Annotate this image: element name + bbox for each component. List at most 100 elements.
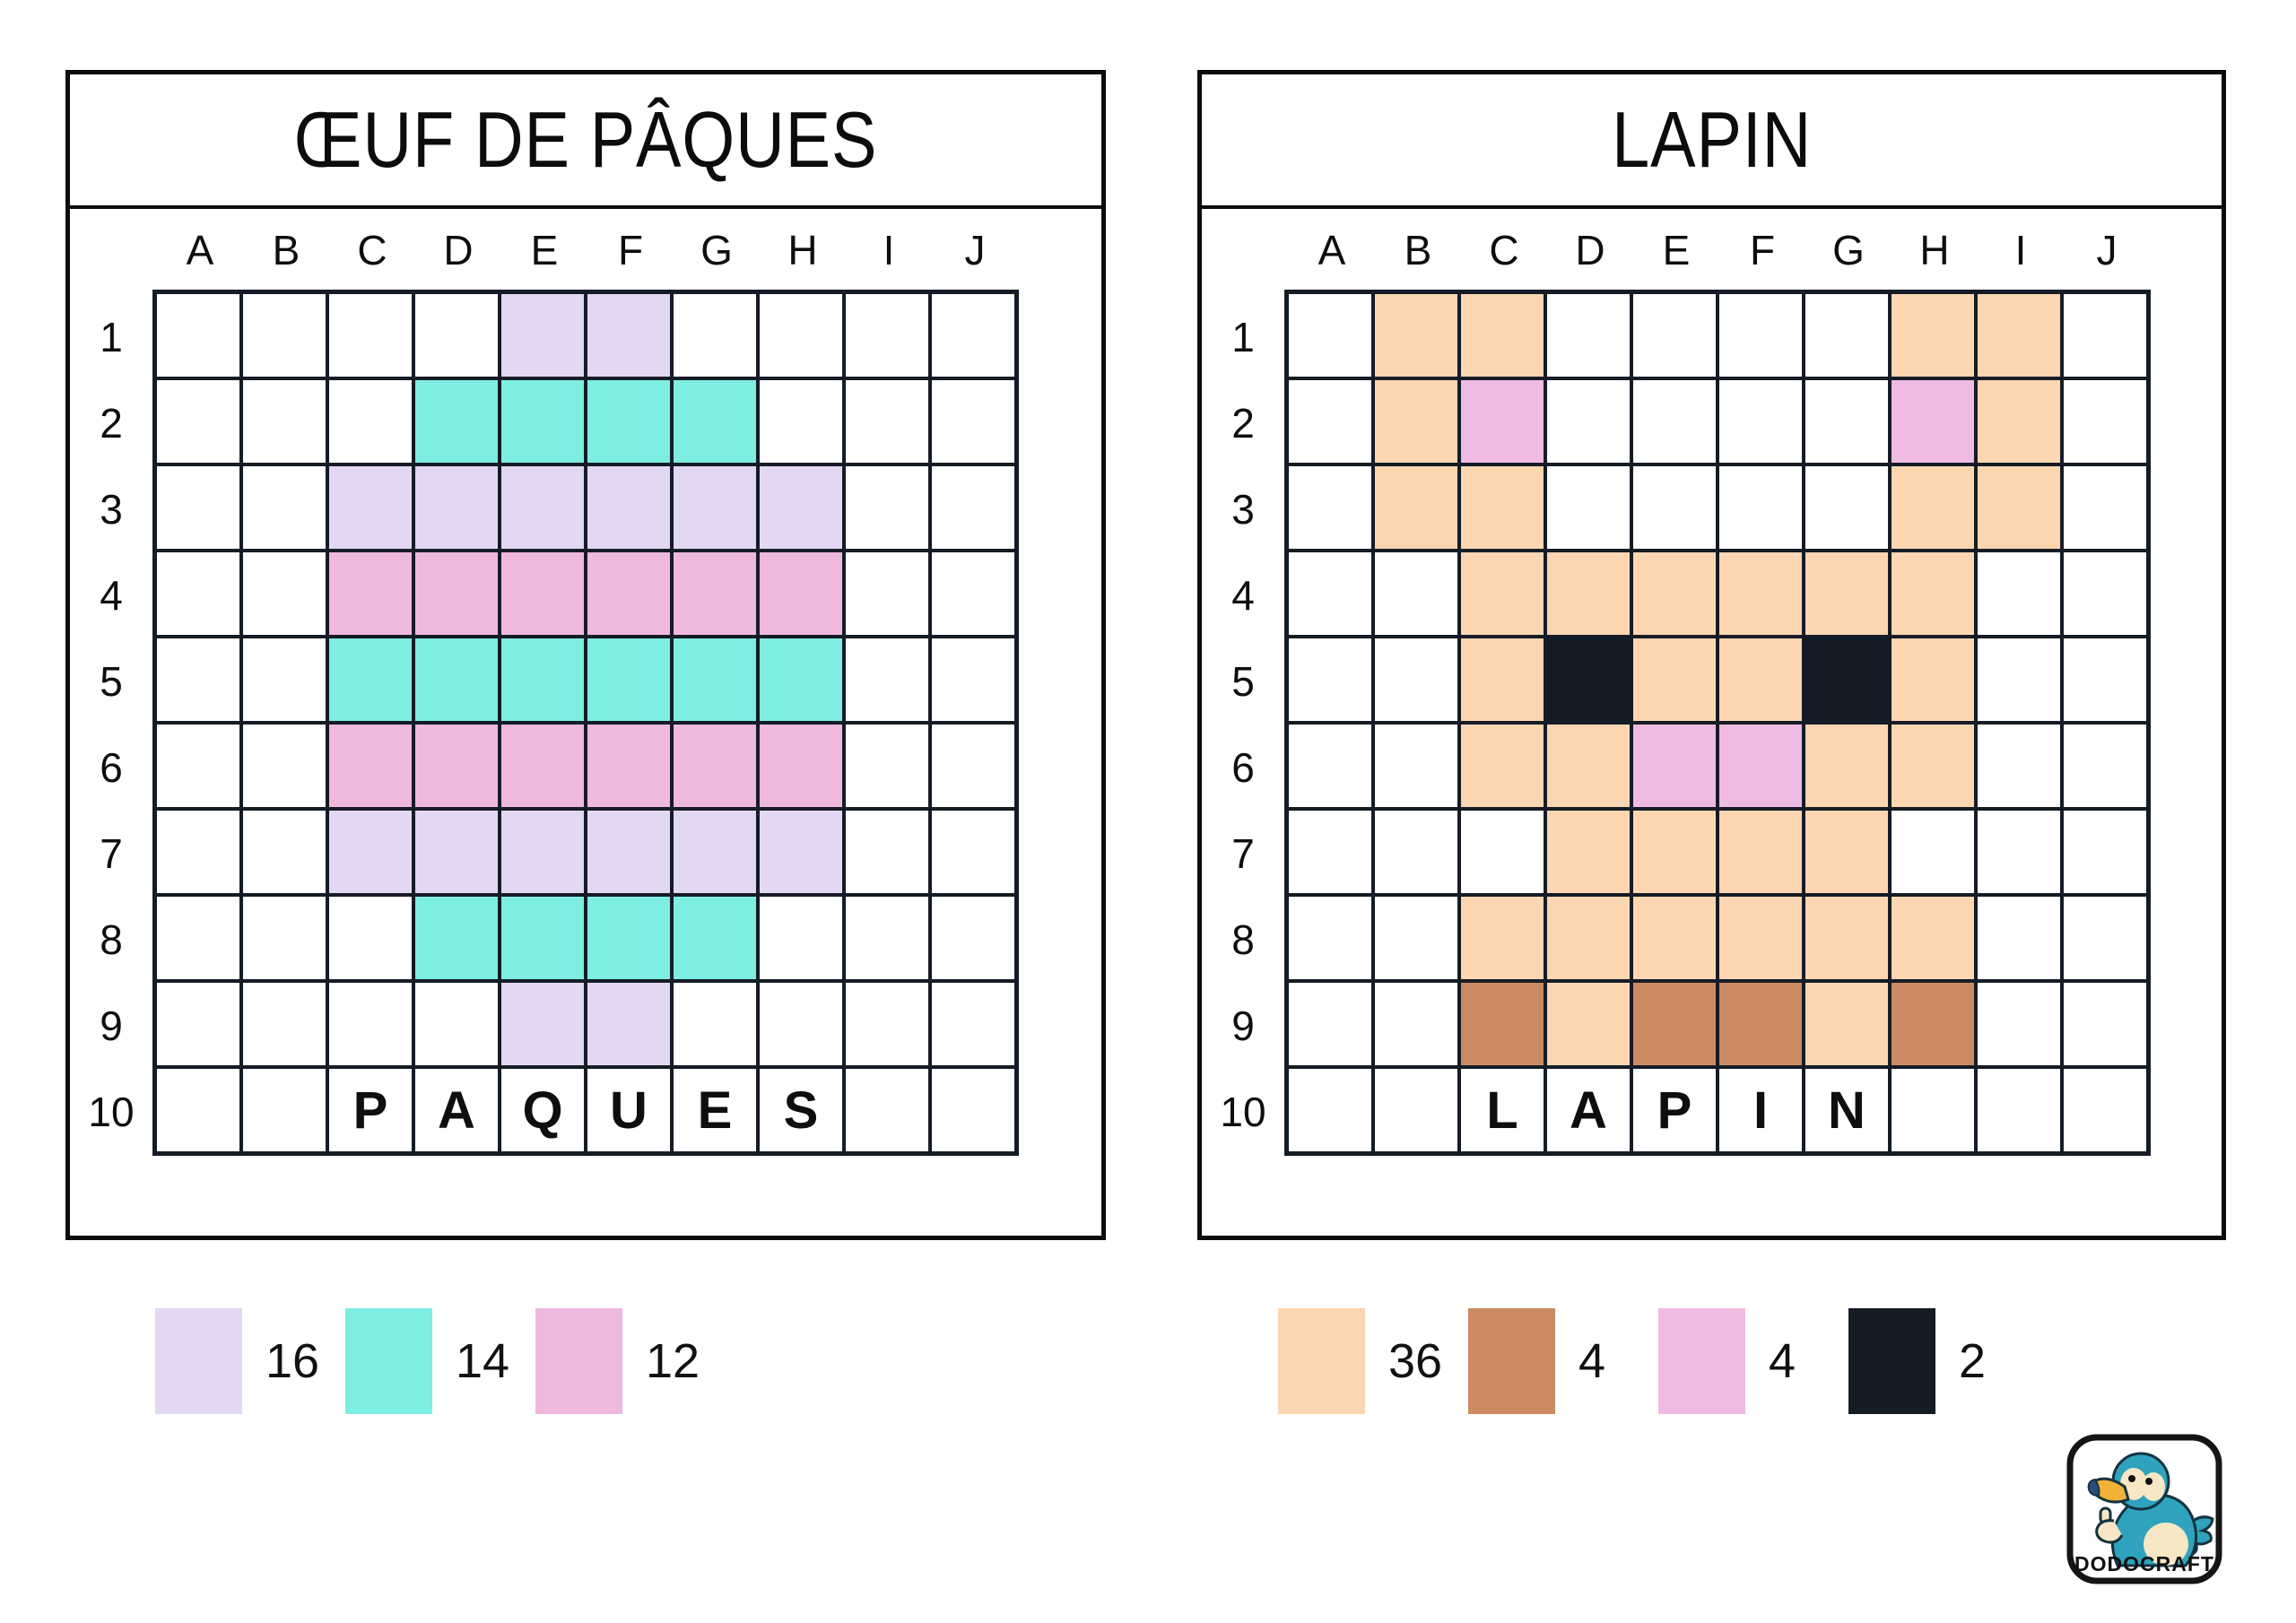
grid-cell-H4 (760, 552, 842, 635)
page-title: LAPIN (1611, 95, 1813, 184)
grid-cell-A3 (1289, 466, 1371, 549)
grid-cell-C7 (329, 811, 412, 893)
grid-cell-I6 (1978, 725, 2060, 807)
grid-cell-B5 (243, 638, 326, 721)
row-headers: 1 2 3 4 5 6 7 8 9 10 (1202, 290, 1284, 1156)
col-header-I: I (2014, 227, 2027, 273)
grid-cell-F2 (587, 380, 670, 463)
grid-cell-D10: A (415, 1069, 498, 1151)
grid-cell-D2 (1547, 380, 1630, 463)
grid-cell-J4 (932, 552, 1014, 635)
grid-cell-G8 (674, 897, 756, 979)
grid-cell-A8 (157, 897, 239, 979)
grid-cell-I10 (846, 1069, 928, 1151)
grid-cell-J10 (2064, 1069, 2146, 1151)
grid-cell-B9 (243, 983, 326, 1065)
grid-cell-D5 (415, 638, 498, 721)
pixel-grid-easter-egg: A B C D E F G H I J 1 2 3 4 5 6 7 8 9 10 P A Q U E S (70, 209, 1101, 1156)
row-header-3: 3 (1231, 486, 1255, 533)
grid-cell-H2 (1892, 380, 1974, 463)
grid-cell-D1 (1547, 294, 1630, 377)
grid-cell-I6 (846, 725, 928, 807)
grid-cell-H8 (760, 897, 842, 979)
row-header-1: 1 (1231, 314, 1255, 360)
grid-cell-G6 (1805, 725, 1888, 807)
dodo-eye (2145, 1478, 2152, 1485)
grid-cell-F5 (1719, 638, 1802, 721)
grid-body: 1 2 3 4 5 6 7 8 9 10 L A P I N (1202, 290, 2222, 1156)
grid-cell-G7 (1805, 811, 1888, 893)
grid-cell-E9 (1633, 983, 1716, 1065)
grid-cell-F10: U (587, 1069, 670, 1151)
grid-cell-B5 (1375, 638, 1457, 721)
legend-count-peach: 36 (1388, 1334, 1443, 1388)
grid-cell-B4 (1375, 552, 1457, 635)
col-header-A: A (186, 227, 214, 273)
grid-cell-H1 (760, 294, 842, 377)
grid-cell-J8 (2064, 897, 2146, 979)
grid-cell-C10: L (1461, 1069, 1544, 1151)
grid-cell-H7 (1892, 811, 1974, 893)
row-header-9: 9 (1231, 1002, 1255, 1049)
grid-cell-I10 (1978, 1069, 2060, 1151)
col-header-G: G (1832, 227, 1865, 273)
col-header-J: J (2096, 227, 2118, 273)
grid-cell-B3 (243, 466, 326, 549)
grid-cell-J8 (932, 897, 1014, 979)
legend-swatch-peach (1278, 1308, 1365, 1414)
col-header-E: E (1662, 227, 1691, 273)
grid-cell-D3 (415, 466, 498, 549)
legend-count-lavender: 16 (265, 1334, 320, 1388)
grid-cell-B9 (1375, 983, 1457, 1065)
grid-cell-E2 (1633, 380, 1716, 463)
grid-cell-G10: N (1805, 1069, 1888, 1151)
grid-cell-I1 (1978, 294, 2060, 377)
grid-cell-J5 (932, 638, 1014, 721)
grid-cell-B3 (1375, 466, 1457, 549)
grid-cell-E5 (501, 638, 584, 721)
grid-cell-I7 (1978, 811, 2060, 893)
grid-cell-H7 (760, 811, 842, 893)
col-header-F: F (1749, 227, 1776, 273)
row-header-4: 4 (1231, 572, 1255, 619)
grid-cell-F3 (1719, 466, 1802, 549)
grid-cell-J3 (932, 466, 1014, 549)
row-header-8: 8 (100, 916, 123, 963)
grid-cell-G8 (1805, 897, 1888, 979)
grid-cell-A9 (1289, 983, 1371, 1065)
grid-cell-F1 (587, 294, 670, 377)
grid-cell-F7 (587, 811, 670, 893)
grid-cell-A2 (1289, 380, 1371, 463)
grid-cell-H10 (1892, 1069, 1974, 1151)
grid-cell-J7 (2064, 811, 2146, 893)
grid-cell-C9 (1461, 983, 1544, 1065)
grid-cell-F6 (1719, 725, 1802, 807)
legend-item-pink: 4 (1658, 1308, 1848, 1414)
row-header-5: 5 (100, 658, 123, 705)
column-headers: A B C D E F G H I J (70, 211, 1101, 290)
grid-cell-E10: P (1633, 1069, 1716, 1151)
grid-cell-A5 (1289, 638, 1371, 721)
grid-cell-I4 (846, 552, 928, 635)
grid-cell-H9 (1892, 983, 1974, 1065)
dodo-belly (2144, 1523, 2188, 1566)
grid-cell-F1 (1719, 294, 1802, 377)
dodo-beak-tip (2087, 1478, 2100, 1497)
grid-cell-F6 (587, 725, 670, 807)
grid-cell-D8 (415, 897, 498, 979)
grid-cell-J4 (2064, 552, 2146, 635)
grid-cell-B1 (243, 294, 326, 377)
grid-cell-A8 (1289, 897, 1371, 979)
legend-rabbit: 36 4 4 2 (1278, 1308, 2039, 1414)
grid-cell-B7 (243, 811, 326, 893)
grid-cell-E9 (501, 983, 584, 1065)
col-header-I: I (883, 227, 895, 273)
grid-cell-A10 (1289, 1069, 1371, 1151)
dodo-eye (2128, 1475, 2135, 1482)
panel-rabbit: LAPIN A B C D E F G H I J 1 2 3 4 5 6 7 8 9 10 L A P I N (1197, 70, 2226, 1240)
grid-cell-G5 (674, 638, 756, 721)
grid-cell-B2 (1375, 380, 1457, 463)
grid-cell-I1 (846, 294, 928, 377)
grid-cell-I9 (1978, 983, 2060, 1065)
